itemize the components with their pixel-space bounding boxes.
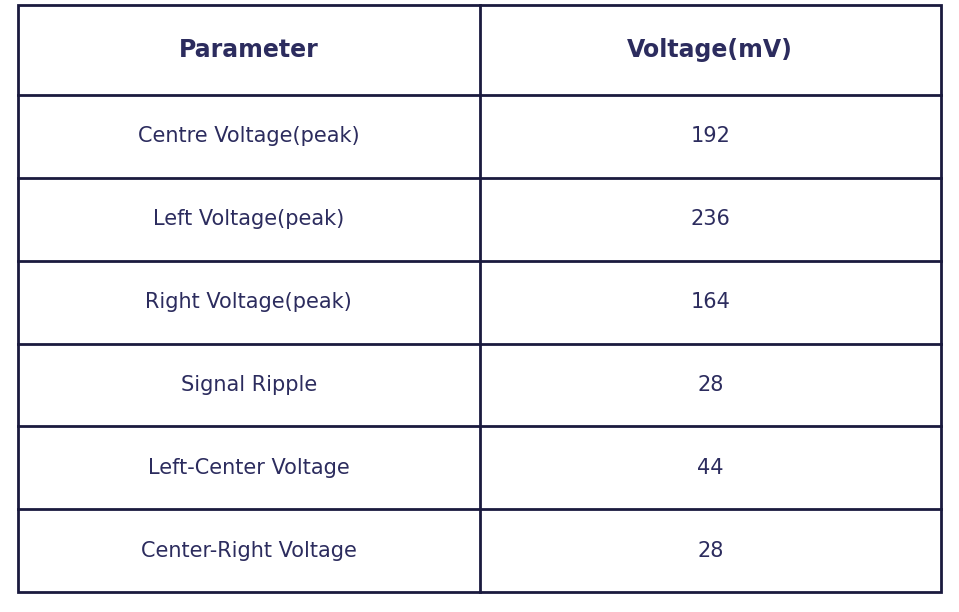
Text: Left-Center Voltage: Left-Center Voltage (148, 458, 350, 478)
Text: 28: 28 (697, 540, 723, 561)
Text: 192: 192 (690, 127, 730, 146)
Text: Left Voltage(peak): Left Voltage(peak) (153, 209, 344, 230)
Text: Signal Ripple: Signal Ripple (180, 375, 316, 395)
Text: 236: 236 (690, 209, 730, 230)
Text: 28: 28 (697, 375, 723, 395)
Text: 44: 44 (697, 458, 723, 478)
Text: Voltage(mV): Voltage(mV) (627, 38, 793, 62)
Text: Centre Voltage(peak): Centre Voltage(peak) (138, 127, 360, 146)
Text: Right Voltage(peak): Right Voltage(peak) (146, 292, 352, 312)
Text: 164: 164 (690, 292, 730, 312)
Text: Center-Right Voltage: Center-Right Voltage (141, 540, 357, 561)
Text: Parameter: Parameter (179, 38, 318, 62)
